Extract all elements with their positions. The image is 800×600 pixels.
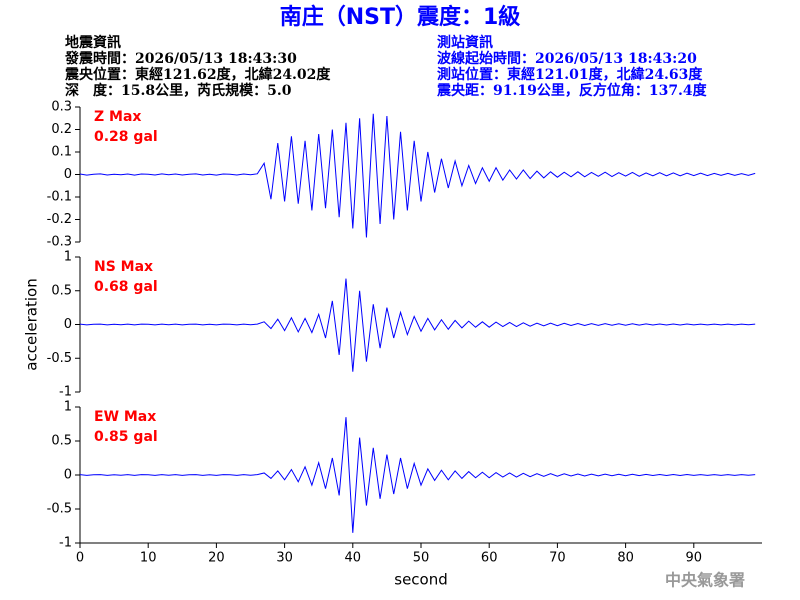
x-tick-label: 70 bbox=[549, 551, 566, 566]
waveform bbox=[79, 417, 756, 533]
x-tick-label: 10 bbox=[140, 551, 157, 566]
info-heading: 地震資訊 bbox=[65, 34, 121, 51]
y-tick-label: 0.5 bbox=[51, 283, 72, 298]
x-tick-label: 90 bbox=[686, 551, 703, 566]
x-tick-label: 40 bbox=[345, 551, 362, 566]
y-tick-label: 1 bbox=[64, 250, 72, 265]
info-line: 發震時間：2026/05/13 18:43:30 bbox=[64, 50, 297, 67]
y-tick-label: -0.2 bbox=[47, 212, 72, 227]
annotation: Z Max bbox=[94, 109, 141, 125]
y-tick-label: -0.3 bbox=[47, 235, 72, 250]
x-tick-label: 60 bbox=[481, 551, 498, 566]
y-tick-label: 0 bbox=[64, 167, 72, 182]
x-tick-label: 80 bbox=[617, 551, 634, 566]
y-tick-label: 0.1 bbox=[51, 145, 72, 160]
x-tick-label: 30 bbox=[276, 551, 293, 566]
y-tick-label: 0.5 bbox=[51, 434, 72, 449]
info-line: 測站位置：東經121.01度，北緯24.63度 bbox=[437, 66, 703, 83]
annotation: NS Max bbox=[94, 259, 153, 275]
info-line: 波線起始時間：2026/05/13 18:43:20 bbox=[437, 50, 697, 67]
y-tick-label: 0 bbox=[64, 317, 72, 332]
footer: 中央氣象署 bbox=[665, 571, 745, 590]
x-tick-label: 50 bbox=[413, 551, 430, 566]
chart-title: 南庄（NST）震度：1級 bbox=[280, 4, 521, 30]
annotation: 0.28 gal bbox=[94, 129, 158, 145]
info-line: 震央距：91.19公里，反方位角：137.4度 bbox=[436, 82, 708, 99]
y-tick-label: 0.2 bbox=[51, 122, 72, 137]
y-tick-label: 0 bbox=[64, 468, 72, 483]
waveform bbox=[79, 113, 756, 238]
y-tick-label: -0.5 bbox=[47, 351, 72, 366]
y-tick-label: -1 bbox=[59, 385, 72, 400]
info-line: 深 度：15.8公里，芮氏規模：5.0 bbox=[65, 82, 292, 99]
x-tick-label: 0 bbox=[76, 551, 84, 566]
annotation: 0.85 gal bbox=[94, 429, 158, 445]
info-line: 震央位置：東經121.62度，北緯24.02度 bbox=[64, 66, 331, 83]
x-axis-label: second bbox=[394, 571, 448, 589]
y-tick-label: -0.5 bbox=[47, 502, 72, 517]
y-tick-label: 1 bbox=[64, 400, 72, 415]
y-tick-label: 0.3 bbox=[51, 100, 72, 115]
annotation: EW Max bbox=[94, 409, 156, 425]
y-tick-label: -0.1 bbox=[47, 190, 72, 205]
y-tick-label: -1 bbox=[59, 536, 72, 551]
y-axis-label: acceleration bbox=[23, 278, 41, 370]
x-tick-label: 20 bbox=[208, 551, 225, 566]
info-heading: 測站資訊 bbox=[437, 34, 493, 51]
annotation: 0.68 gal bbox=[94, 279, 158, 295]
waveform bbox=[79, 278, 756, 372]
